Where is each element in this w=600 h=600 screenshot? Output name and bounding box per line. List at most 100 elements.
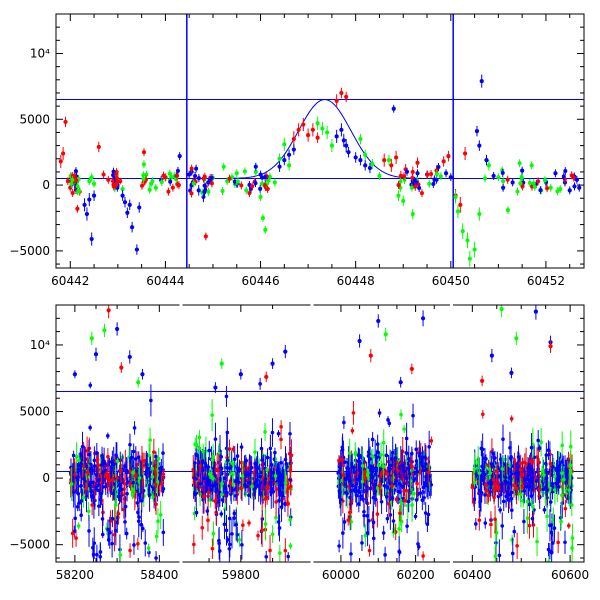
bottom-cloud-point xyxy=(82,476,86,481)
bottom-cloud-point xyxy=(568,463,573,468)
top-cloud-point xyxy=(515,189,520,194)
bottom-cloud-point xyxy=(194,510,199,515)
bottom-cloud-point xyxy=(241,523,245,528)
bottom-cloud-point xyxy=(390,450,395,455)
bottom-cloud-point xyxy=(232,457,237,462)
bottom-cloud-point xyxy=(366,450,371,454)
bottom-cloud-point xyxy=(474,473,479,477)
bottom-cloud-point xyxy=(410,503,414,507)
top-point-blue-5 xyxy=(120,193,125,198)
top-point-blue-12 xyxy=(177,154,182,159)
top-point-green-25 xyxy=(358,136,363,142)
bottom-cloud-point xyxy=(529,480,534,484)
top-point-blue-3 xyxy=(89,236,94,242)
bottom-cloud-point xyxy=(270,532,275,536)
bottom-cloud-point xyxy=(477,471,482,475)
top-cloud-point xyxy=(432,177,437,182)
bottom-cloud-point xyxy=(125,491,129,496)
bottom-cloud-point xyxy=(103,484,108,489)
bottom-point-blue-14 xyxy=(509,370,514,376)
bottom-cloud-point xyxy=(565,469,569,473)
bottom-point-green-5 xyxy=(499,306,504,312)
bottom-cloud-point xyxy=(510,538,514,542)
top-point-green-16 xyxy=(263,227,268,232)
bottom-cloud-point xyxy=(381,440,386,445)
top-cloud-point xyxy=(191,181,196,186)
bottom-cloud-point xyxy=(513,472,518,476)
bottom-cloud-point xyxy=(128,481,133,486)
bottom-cloud-point xyxy=(100,532,105,537)
bottom-ytick-label: 10⁴ xyxy=(30,338,50,352)
bottom-cloud-point xyxy=(227,516,232,521)
bottom-cloud-point xyxy=(347,451,352,455)
top-point-red-15 xyxy=(291,136,296,142)
top-cloud-point xyxy=(161,173,166,178)
bottom-cloud-point xyxy=(489,522,493,527)
top-point-green-33 xyxy=(453,194,458,200)
bottom-cloud-point xyxy=(123,504,128,509)
top-point-blue-6 xyxy=(122,200,128,205)
bottom-cloud-point xyxy=(348,489,353,493)
bottom-cloud-point xyxy=(205,481,210,485)
top-point-blue-40 xyxy=(448,175,453,180)
bottom-point-green-2 xyxy=(136,380,141,385)
top-point-green-6 xyxy=(153,185,158,190)
bottom-cloud-point xyxy=(205,509,210,513)
top-point-red-5 xyxy=(70,190,75,196)
top-cloud-point xyxy=(555,189,560,194)
bottom-cloud-point xyxy=(210,413,214,417)
bottom-cloud-point xyxy=(472,480,477,485)
bottom-cloud-point xyxy=(289,453,294,458)
top-cloud-point xyxy=(536,179,541,184)
top-point-green-0 xyxy=(87,179,92,184)
bottom-cloud-point xyxy=(211,483,215,488)
bottom-cloud-point xyxy=(77,458,81,463)
bottom-cloud-point xyxy=(416,542,420,546)
bottom-cloud-point xyxy=(154,454,158,459)
bottom-cloud-point xyxy=(404,436,409,441)
bottom-cloud-point xyxy=(136,519,141,523)
bottom-cloud-point xyxy=(225,430,230,435)
bottom-cloud-point xyxy=(342,482,346,486)
bottom-ytick-label: 0 xyxy=(42,471,50,485)
bottom-cloud-point xyxy=(84,464,89,469)
bottom-cloud-point xyxy=(379,472,384,476)
bottom-cloud-point xyxy=(491,478,496,482)
bottom-cloud-point xyxy=(152,478,157,483)
top-point-blue-54 xyxy=(572,184,577,189)
bottom-cloud-point xyxy=(560,493,564,497)
bottom-cloud-point xyxy=(258,474,262,479)
bottom-cloud-point xyxy=(271,489,276,494)
bottom-cloud-point xyxy=(264,554,269,559)
bottom-point-blue-8 xyxy=(283,349,288,354)
top-cloud-point xyxy=(262,183,267,188)
bottom-cloud-point xyxy=(492,495,496,500)
top-cloud-point xyxy=(542,178,547,183)
bottom-cloud-point xyxy=(368,486,373,491)
top-cloud-point xyxy=(209,181,214,186)
top-cloud-point xyxy=(196,176,201,181)
bottom-cloud-point xyxy=(556,540,560,545)
top-point-blue-25 xyxy=(334,134,339,139)
top-point-blue-53 xyxy=(567,188,572,193)
bottom-point-blue-12 xyxy=(420,316,426,321)
top-cloud-point xyxy=(260,181,265,186)
top-xtick-label: 60450 xyxy=(432,274,470,288)
bottom-cloud-point xyxy=(136,542,140,546)
bottom-cloud-point xyxy=(247,493,251,498)
bottom-cloud-point xyxy=(74,536,78,540)
bottom-cloud-point xyxy=(213,499,218,503)
top-frame xyxy=(55,13,585,269)
bottom-cloud-point xyxy=(253,450,257,454)
bottom-cloud-point xyxy=(403,498,407,503)
bottom-cloud-point xyxy=(211,476,215,481)
bottom-cloud-point xyxy=(224,528,229,533)
top-cloud-point xyxy=(412,178,417,183)
bottom-cloud-point xyxy=(388,467,392,471)
bottom-cloud-point xyxy=(131,480,135,485)
top-cloud-point xyxy=(517,161,522,166)
top-point-green-36 xyxy=(465,238,470,243)
bottom-cloud-point xyxy=(537,446,542,450)
bottom-cloud-point xyxy=(223,487,228,491)
top-ytick-label: 5000 xyxy=(19,112,50,126)
